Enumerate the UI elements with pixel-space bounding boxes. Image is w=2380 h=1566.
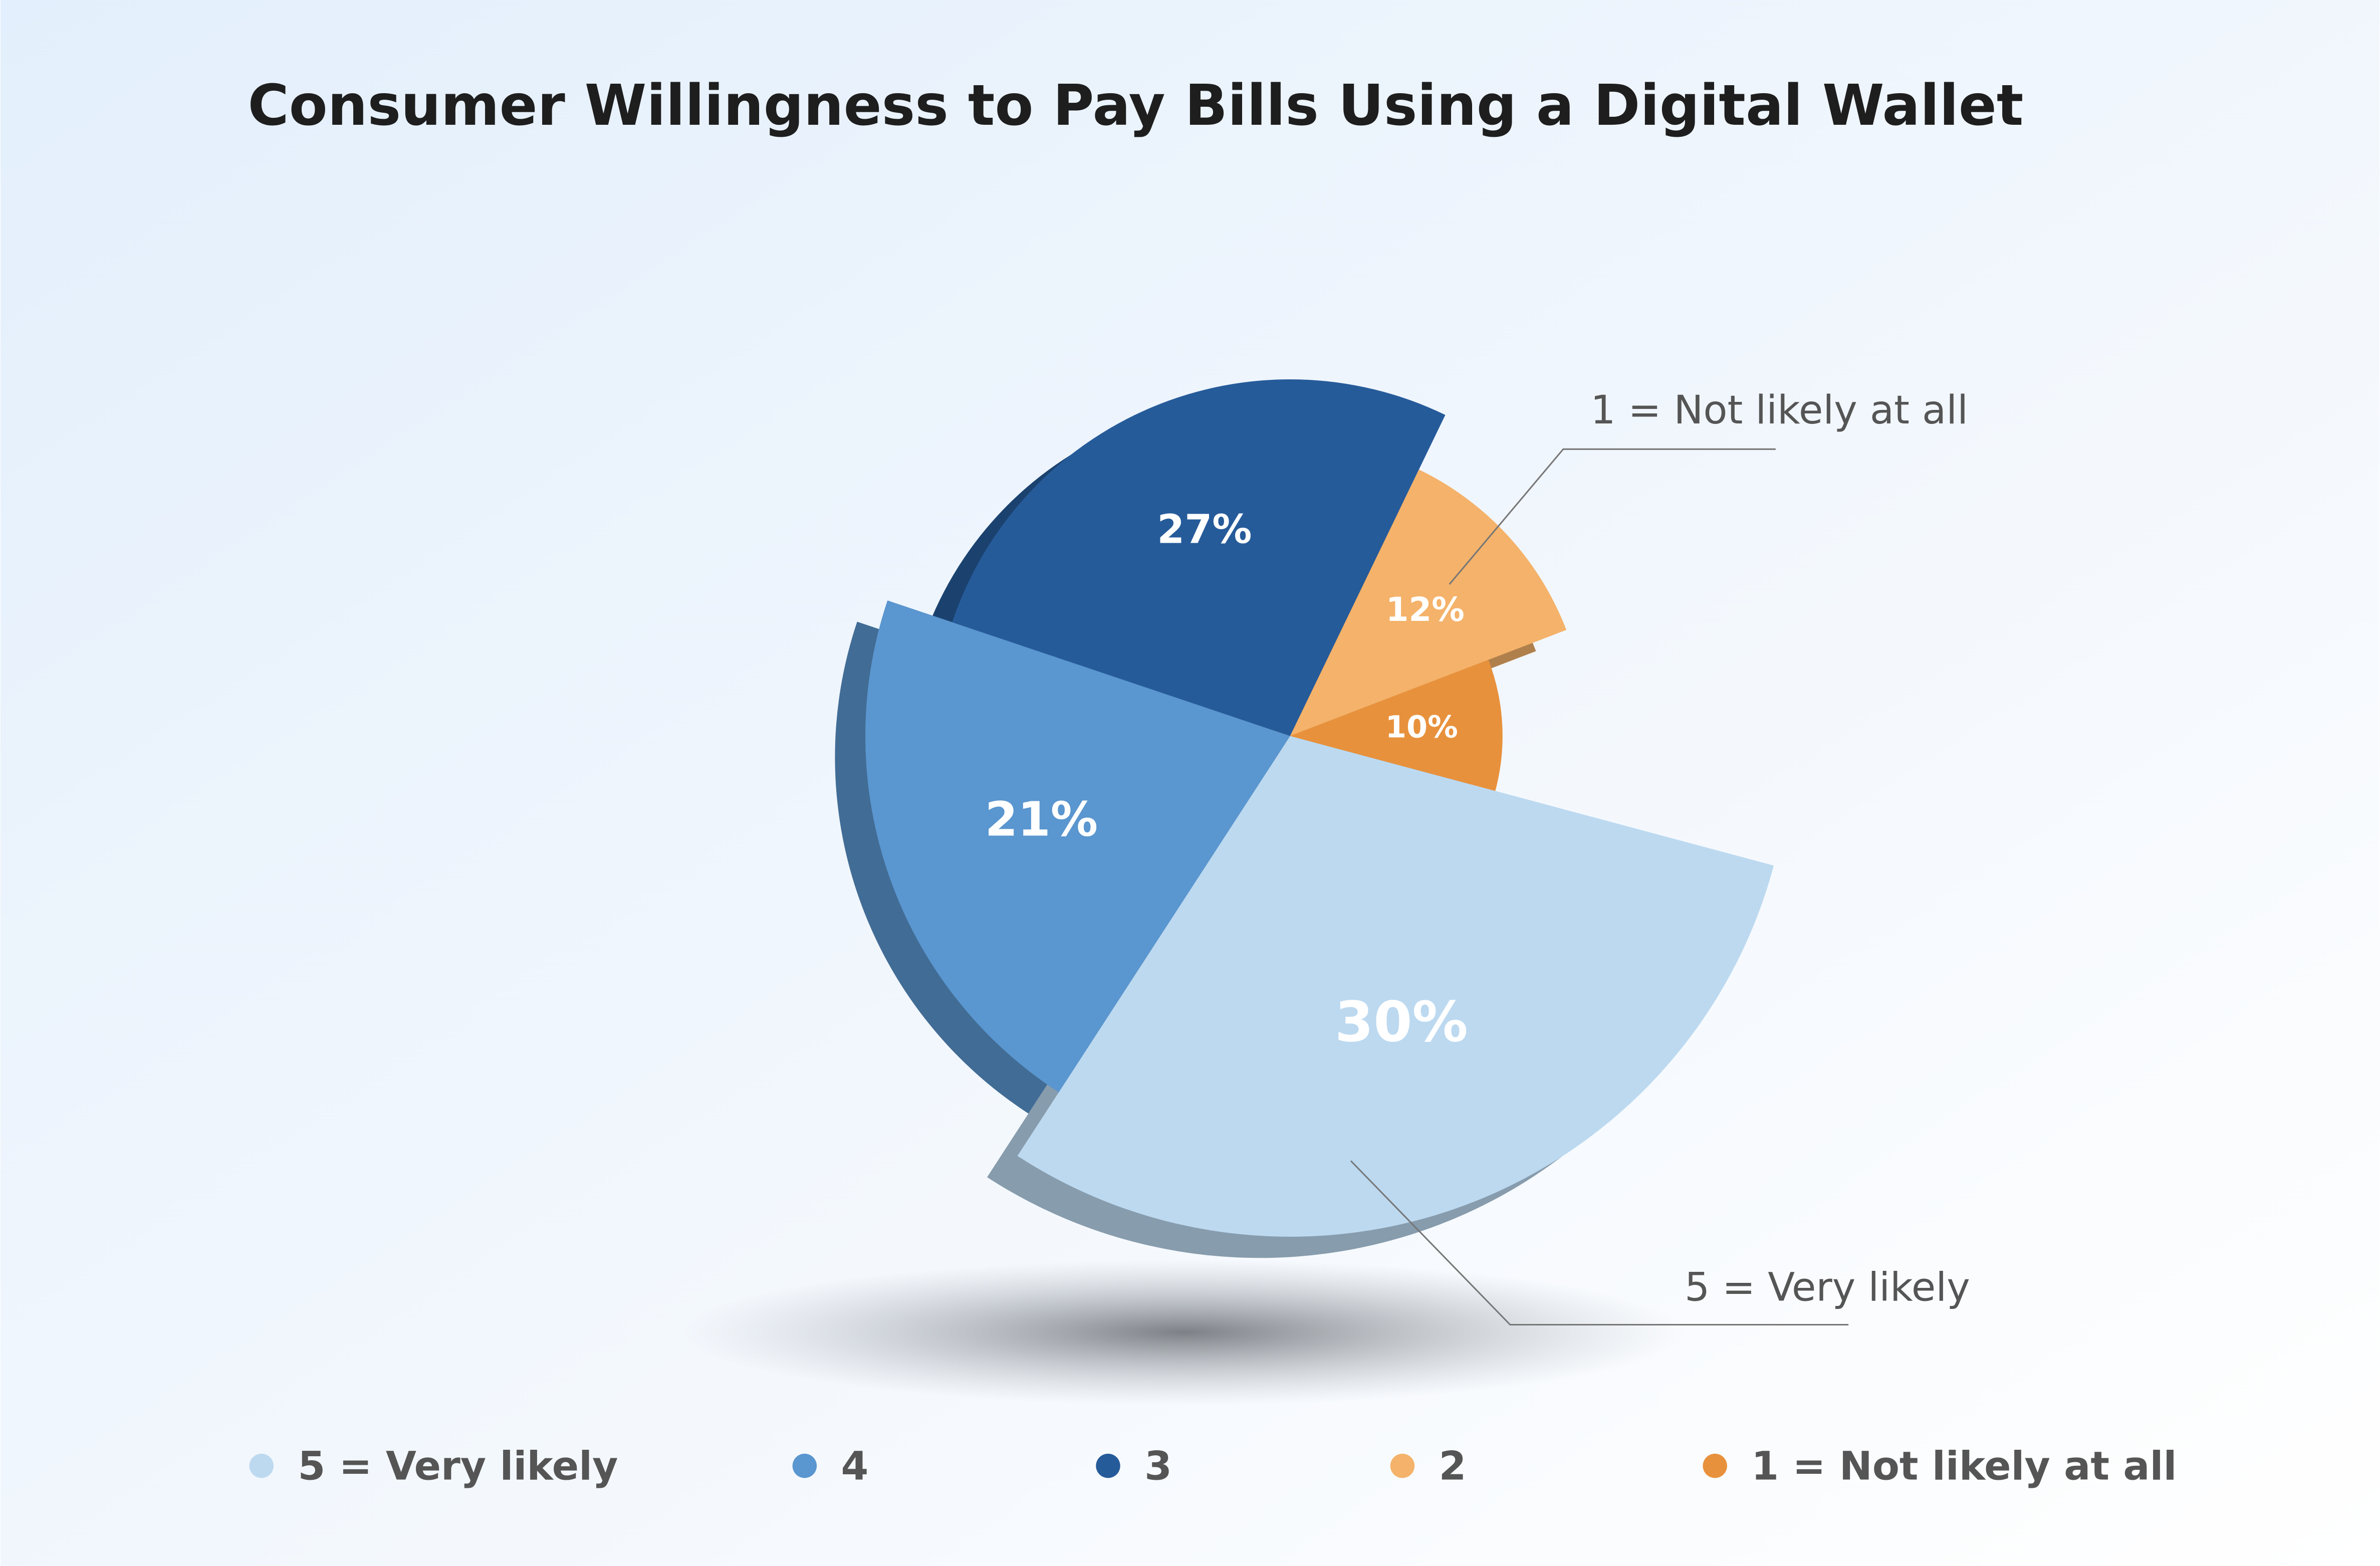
legend-label: 4 bbox=[841, 1443, 869, 1489]
chart-title: Consumer Willingness to Pay Bills Using … bbox=[248, 73, 2024, 138]
legend-label: 3 bbox=[1144, 1443, 1172, 1489]
callout-label: 5 = Very likely bbox=[1685, 1264, 1970, 1310]
data-label: 21% bbox=[985, 792, 1098, 847]
slice bbox=[1290, 470, 1567, 736]
legend-swatch bbox=[1703, 1453, 1727, 1478]
legend-label: 1 = Not likely at all bbox=[1751, 1443, 2177, 1489]
slice bbox=[1017, 736, 1774, 1237]
legend: 5 = Very likely 4 3 2 1 = Not likely at all bbox=[249, 1443, 2177, 1489]
legend-label: 5 = Very likely bbox=[298, 1443, 618, 1489]
slice bbox=[952, 379, 1446, 736]
callout-label: 1 = Not likely at all bbox=[1590, 387, 1968, 433]
slice bbox=[1290, 659, 1503, 791]
legend-label: 2 bbox=[1439, 1443, 1467, 1489]
data-label: 30% bbox=[1335, 990, 1468, 1054]
legend-swatch bbox=[249, 1453, 274, 1478]
callout-line bbox=[1449, 448, 1776, 585]
slice bbox=[865, 600, 1290, 1092]
legend-swatch bbox=[1096, 1453, 1120, 1478]
legend-swatch bbox=[1390, 1453, 1415, 1478]
pie: 30% 21% 27% 12% 10% bbox=[835, 379, 1774, 1258]
callout-line bbox=[1350, 1160, 1849, 1326]
data-label: 12% bbox=[1386, 591, 1465, 629]
floor-shadow bbox=[683, 1259, 1685, 1406]
data-label: 10% bbox=[1385, 710, 1458, 745]
legend-swatch bbox=[792, 1453, 817, 1478]
data-label: 27% bbox=[1157, 506, 1252, 552]
